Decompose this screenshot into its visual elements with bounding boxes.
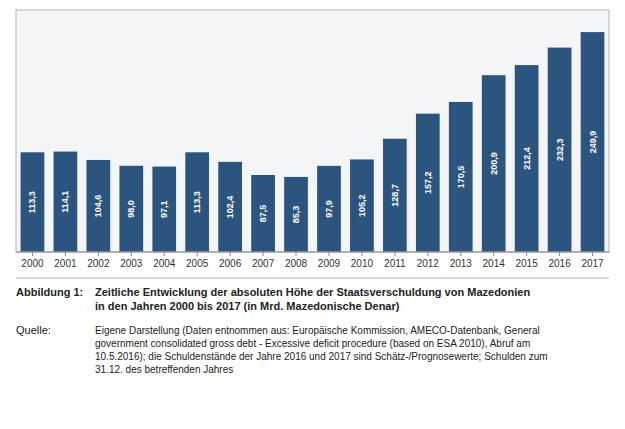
x-tick-label: 2007 — [252, 258, 275, 269]
x-tick — [263, 252, 264, 256]
data-label: 104,6 — [93, 195, 103, 218]
source-text: Eigene Darstellung (Daten entnommen aus:… — [95, 325, 548, 375]
bar — [317, 166, 341, 252]
bar — [119, 166, 143, 252]
x-tick-label: 2012 — [417, 258, 440, 269]
x-tick — [526, 252, 527, 256]
x-tick — [98, 252, 99, 256]
caption-text: Zeitliche Entwicklung der absoluten Höhe… — [95, 286, 530, 312]
bar — [383, 139, 407, 252]
x-tick-label: 2010 — [351, 258, 374, 269]
x-tick-label: 2008 — [285, 258, 308, 269]
bar — [350, 159, 374, 252]
source-text-line: 31.12. des betreffenden Jahres — [95, 364, 233, 375]
data-label: 249,9 — [588, 131, 598, 154]
data-label: 87,5 — [258, 205, 268, 223]
bar — [251, 175, 275, 252]
chart: 113,3 114,1 104,6 98,0 97,1 113,3 102,4 87,5 85,… — [0, 0, 625, 429]
data-label: 200,9 — [489, 152, 499, 175]
data-label: 114,1 — [60, 191, 70, 213]
data-label: 170,5 — [456, 166, 466, 189]
x-tick-label: 2001 — [54, 258, 77, 269]
source-text-line: 10.5.2016); die Schuldenstände der Jahre… — [95, 351, 548, 362]
x-tick-label: 2002 — [87, 258, 110, 269]
data-label: 97,9 — [324, 200, 334, 218]
x-tick-label: 2017 — [581, 258, 604, 269]
x-tick-label: 2003 — [120, 258, 143, 269]
bar — [21, 152, 45, 252]
x-tick — [131, 252, 132, 256]
x-tick-label: 2014 — [483, 258, 506, 269]
data-label: 98,0 — [126, 200, 136, 218]
x-tick — [230, 252, 231, 256]
data-label: 105,2 — [357, 194, 367, 217]
x-tick — [361, 252, 362, 256]
plot-frame — [16, 10, 609, 252]
bar — [581, 32, 605, 252]
x-tick — [493, 252, 494, 256]
caption-label-line: Abbildung 1: — [16, 286, 83, 298]
x-tick — [559, 252, 560, 256]
x-tick-label: 2011 — [384, 258, 406, 269]
source-label-line: Quelle: — [16, 324, 51, 336]
x-tick — [296, 252, 297, 256]
x-tick-label: 2009 — [318, 258, 341, 269]
bar — [482, 75, 506, 252]
source-text-line: Eigene Darstellung (Daten entnommen aus:… — [95, 325, 540, 336]
source-text-line: government consolidated gross debt - Exc… — [95, 338, 530, 349]
x-tick — [197, 252, 198, 256]
separator — [16, 278, 609, 279]
bar — [416, 114, 440, 252]
caption-text-line: Zeitliche Entwicklung der absoluten Höhe… — [95, 286, 530, 298]
data-label: 128,7 — [390, 184, 400, 207]
bar — [548, 48, 572, 252]
bar — [515, 65, 539, 252]
data-label: 212,4 — [522, 147, 532, 170]
data-label: 85,3 — [291, 206, 301, 224]
x-tick-label: 2015 — [516, 258, 539, 269]
x-tick-label: 2013 — [450, 258, 473, 269]
bars — [21, 32, 605, 252]
x-tick — [427, 252, 428, 256]
x-tick — [65, 252, 66, 256]
bar — [218, 162, 242, 252]
source-label: Quelle: — [16, 324, 51, 336]
x-tick — [164, 252, 165, 256]
data-labels: 113,3 114,1 104,6 98,0 97,1 113,3 102,4 87,5 85,… — [27, 131, 597, 223]
x-tick-label: 2000 — [21, 258, 44, 269]
data-label: 232,3 — [555, 139, 565, 162]
x-axis-line — [16, 252, 609, 253]
page: {"chart_data": {"type": "bar", "title": … — [0, 0, 625, 429]
data-label: 97,1 — [159, 201, 169, 219]
caption-text-line: in den Jahren 2000 bis 2017 (in Mrd. Maz… — [95, 300, 400, 312]
x-tick-label: 2016 — [548, 258, 571, 269]
x-tick — [328, 252, 329, 256]
bar — [87, 160, 111, 252]
data-label: 157,2 — [423, 172, 433, 195]
data-label: 113,3 — [27, 191, 37, 213]
bar — [54, 152, 78, 252]
x-axis: 2000 2001 2002 2003 2004 2005 2006 2007 2008 2009… — [16, 252, 609, 269]
x-tick — [592, 252, 593, 256]
bar — [449, 102, 473, 252]
bar — [152, 167, 176, 252]
x-tick-label: 2005 — [186, 258, 209, 269]
x-tick — [394, 252, 395, 256]
data-label: 102,4 — [225, 196, 235, 219]
x-tick-label: 2004 — [153, 258, 176, 269]
bar — [284, 177, 308, 252]
data-label: 113,3 — [192, 191, 202, 213]
plot-background — [16, 10, 609, 252]
caption-label: Abbildung 1: — [16, 286, 83, 298]
bar — [185, 152, 209, 252]
x-tick-label: 2006 — [219, 258, 242, 269]
x-tick — [460, 252, 461, 256]
x-tick — [32, 252, 33, 256]
